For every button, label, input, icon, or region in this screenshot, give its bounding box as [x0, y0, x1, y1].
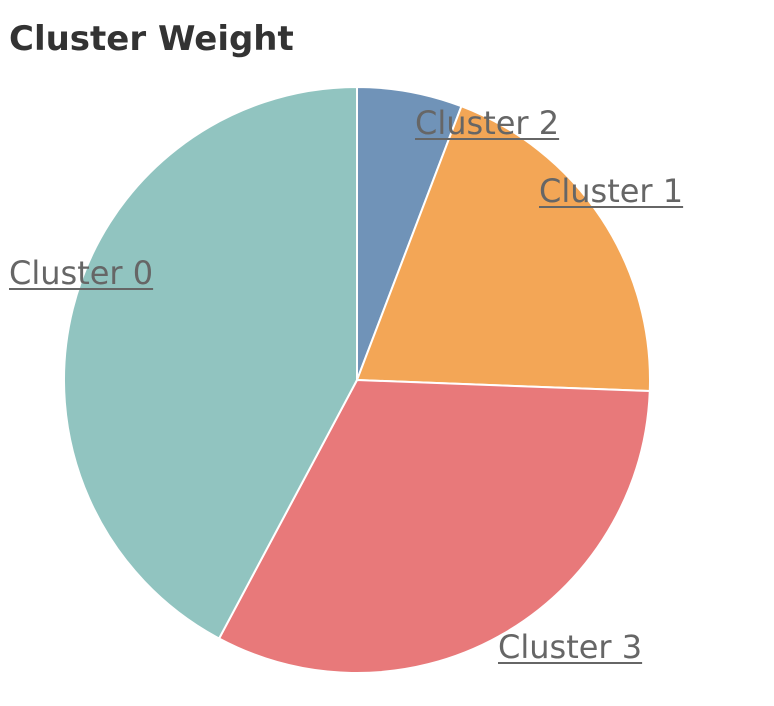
pie-label-cluster-0[interactable]: Cluster 0: [9, 254, 153, 292]
pie-slices: [63, 86, 651, 674]
pie-slice-cluster-3[interactable]: [218, 379, 651, 674]
pie-label-cluster-3[interactable]: Cluster 3: [498, 628, 642, 666]
pie-label-cluster-1[interactable]: Cluster 1: [539, 172, 683, 210]
chart-title: Cluster Weight: [9, 19, 294, 59]
pie-labels: Cluster 2 Cluster 1 Cluster 3 Cluster 0: [9, 104, 684, 666]
pie-slice-cluster-1[interactable]: [356, 105, 651, 393]
pie-slice-cluster-0[interactable]: [63, 86, 358, 640]
pie-label-cluster-2[interactable]: Cluster 2: [415, 104, 559, 142]
